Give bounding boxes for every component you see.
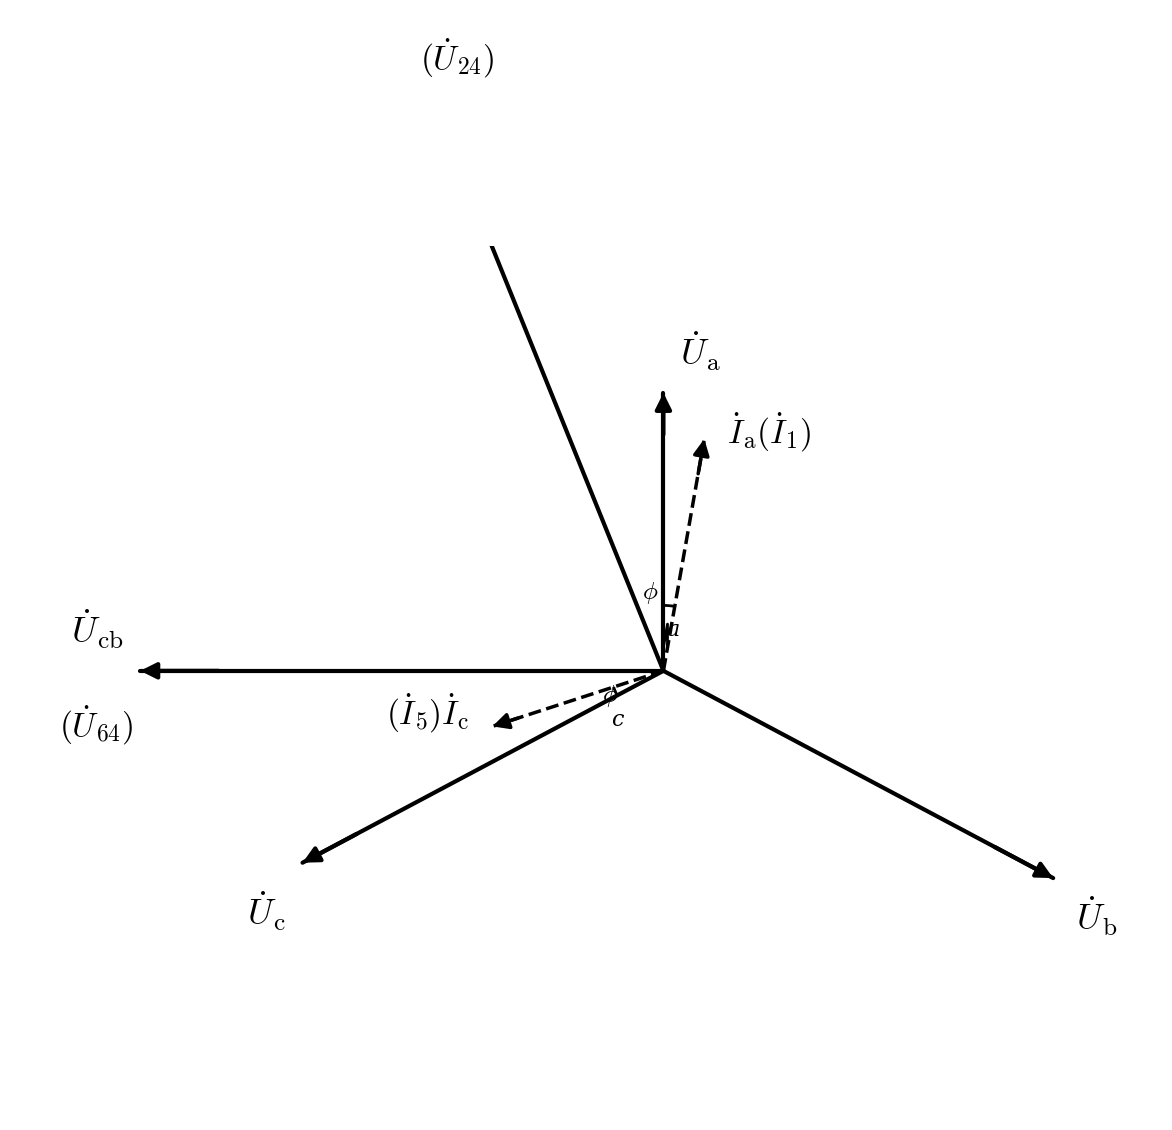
Text: $(\dot{I}_{5})\dot{I}_{\mathrm{c}}$: $(\dot{I}_{5})\dot{I}_{\mathrm{c}}$ — [386, 692, 470, 734]
Text: $\dot{I}_{\mathrm{a}}(\dot{I}_{1})$: $\dot{I}_{\mathrm{a}}(\dot{I}_{1})$ — [727, 411, 812, 454]
Text: a: a — [667, 619, 680, 641]
Text: $\dot{U}_{\mathrm{cb}}$: $\dot{U}_{\mathrm{cb}}$ — [71, 608, 124, 651]
Text: $\dot{U}_{\mathrm{a}}$: $\dot{U}_{\mathrm{a}}$ — [680, 330, 721, 373]
Text: $\dot{U}_{\mathrm{c}}$: $\dot{U}_{\mathrm{c}}$ — [247, 889, 286, 932]
Text: c: c — [611, 709, 624, 731]
Text: $\phi$: $\phi$ — [642, 580, 659, 606]
Text: $\dot{U}_{\mathrm{b}}$: $\dot{U}_{\mathrm{b}}$ — [1076, 895, 1118, 938]
Text: $\phi$: $\phi$ — [602, 683, 619, 709]
Text: $(\dot{U}_{64})$: $(\dot{U}_{64})$ — [60, 704, 134, 747]
Text: $(\dot{U}_{24})$: $(\dot{U}_{24})$ — [420, 36, 495, 79]
